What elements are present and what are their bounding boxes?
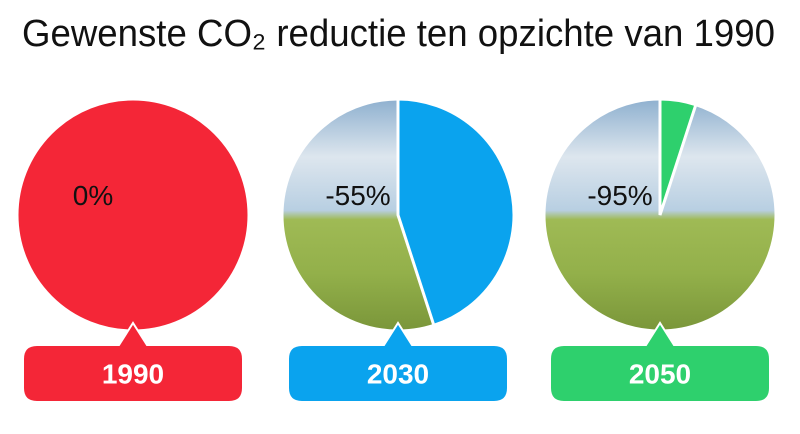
year-pill	[287, 321, 509, 403]
value-label: -95%	[587, 180, 652, 211]
year-pill	[549, 321, 771, 403]
pie-slice	[396, 97, 516, 328]
value-label: 0%	[73, 180, 113, 211]
pie-slice	[658, 97, 698, 216]
year-pill	[22, 321, 244, 403]
year-label: 2030	[367, 359, 429, 390]
pie-slice	[15, 97, 251, 333]
year-label: 2050	[629, 359, 691, 390]
chart-title: Gewenste CO₂ reductie ten opzichte van 1…	[22, 13, 775, 55]
value-label: -55%	[325, 180, 390, 211]
year-label: 1990	[102, 359, 164, 390]
